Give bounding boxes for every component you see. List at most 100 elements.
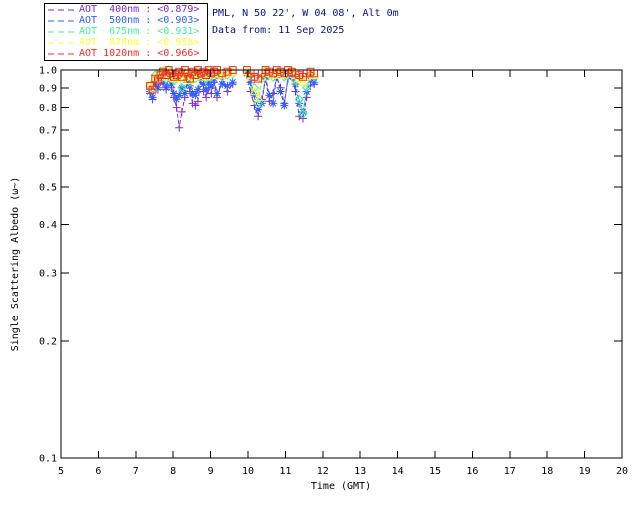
legend-line-sample bbox=[48, 53, 76, 55]
asterisk-marker bbox=[310, 78, 319, 87]
plus-marker bbox=[172, 103, 181, 112]
y-tick-label: 0.5 bbox=[39, 182, 57, 193]
plus-marker bbox=[291, 87, 300, 96]
legend-label: AOT 870nm : <0.958> bbox=[79, 36, 200, 48]
x-tick-label: 11 bbox=[279, 466, 291, 477]
diamond-marker bbox=[298, 109, 308, 119]
asterisk-marker bbox=[167, 80, 176, 89]
square-marker bbox=[228, 66, 237, 74]
square-marker bbox=[151, 74, 160, 83]
asterisk-marker bbox=[228, 78, 237, 87]
asterisk-marker bbox=[175, 91, 184, 100]
square-marker bbox=[202, 71, 211, 79]
plus-marker bbox=[175, 123, 184, 132]
square-marker bbox=[191, 71, 200, 79]
legend-box: AOT 400nm : <0.879> AOT 500nm : <0.903> AO… bbox=[44, 3, 208, 61]
asterisk-marker bbox=[188, 89, 197, 98]
header-block: PML, N 50 22', W 04 08', Alt 0m Data fro… bbox=[212, 5, 399, 39]
asterisk-marker bbox=[265, 91, 274, 100]
x-tick-label: 8 bbox=[170, 466, 176, 477]
legend-entry-aot-675nm: AOT 675nm : <0.931> bbox=[45, 25, 207, 37]
square-marker bbox=[295, 71, 304, 79]
square-marker bbox=[284, 66, 292, 74]
asterisk-marker bbox=[202, 85, 211, 94]
legend-line-sample bbox=[48, 42, 76, 44]
asterisk-marker bbox=[250, 91, 259, 100]
legend-label: AOT 675nm : <0.931> bbox=[79, 25, 200, 37]
square-marker bbox=[162, 71, 171, 79]
asterisk-marker bbox=[193, 85, 202, 94]
legend-line-sample bbox=[48, 31, 76, 33]
x-tick-label: 10 bbox=[242, 466, 254, 477]
square-marker bbox=[188, 67, 197, 76]
legend-entry-aot-870nm: AOT 870nm : <0.958> bbox=[45, 36, 207, 48]
square-marker bbox=[299, 73, 307, 81]
square-marker bbox=[204, 66, 213, 74]
plus-marker bbox=[269, 89, 278, 98]
y-tick-label: 0.4 bbox=[39, 220, 57, 231]
square-marker bbox=[261, 66, 270, 74]
legend-entry-aot-400nm: AOT 400nm : <0.879> bbox=[45, 5, 207, 15]
x-tick-label: 14 bbox=[392, 466, 404, 477]
square-marker bbox=[193, 66, 202, 74]
square-marker bbox=[146, 82, 154, 90]
asterisk-marker bbox=[169, 89, 178, 98]
square-marker bbox=[272, 66, 281, 74]
diamond-marker bbox=[177, 83, 187, 93]
asterisk-marker bbox=[172, 95, 181, 104]
square-marker bbox=[169, 73, 178, 81]
x-tick-label: 7 bbox=[133, 466, 139, 477]
legend-label: AOT 500nm : <0.903> bbox=[79, 15, 200, 27]
asterisk-marker bbox=[162, 83, 171, 92]
diamond-marker bbox=[301, 83, 312, 93]
y-axis-label: Single Scattering Albedo (ω~) bbox=[10, 177, 21, 352]
x-tick-label: 6 bbox=[95, 466, 101, 477]
x-tick-label: 15 bbox=[429, 466, 441, 477]
square-marker bbox=[254, 74, 263, 83]
triangle-marker bbox=[253, 92, 263, 102]
square-marker bbox=[153, 76, 162, 85]
asterisk-marker bbox=[223, 81, 232, 90]
legend-line-sample bbox=[48, 9, 76, 11]
square-marker bbox=[213, 66, 221, 74]
square-markers bbox=[242, 66, 319, 83]
square-marker bbox=[276, 67, 285, 76]
asterisk-marker bbox=[218, 80, 227, 89]
y-tick-label: 1.0 bbox=[39, 66, 57, 77]
chart-axes-layer bbox=[60, 69, 623, 459]
legend-entry-aot-1020nm: AOT 1020nm : <0.966> bbox=[45, 48, 207, 59]
asterisk-marker bbox=[148, 93, 157, 102]
x-tick-label: 13 bbox=[354, 466, 366, 477]
asterisk-marker bbox=[199, 80, 208, 89]
square-marker bbox=[265, 67, 274, 76]
diamond-marker bbox=[294, 94, 304, 105]
square-marker bbox=[250, 73, 259, 81]
y-tick-label: 0.7 bbox=[39, 126, 57, 137]
asterisk-marker bbox=[246, 78, 255, 87]
plus-marker bbox=[193, 97, 202, 106]
triangle-marker bbox=[249, 86, 260, 96]
asterisk-marker bbox=[180, 89, 189, 98]
x-tick-label: 20 bbox=[616, 466, 628, 477]
square-marker bbox=[180, 66, 189, 74]
data-from-line: Data from: 11 Sep 2025 bbox=[212, 25, 345, 36]
x-tick-label: 9 bbox=[208, 466, 214, 477]
diamond-marker bbox=[290, 75, 301, 86]
legend-label: AOT 400nm : <0.879> bbox=[79, 4, 200, 16]
y-tick-label: 0.9 bbox=[39, 83, 57, 94]
legend-entry-aot-500nm: AOT 500nm : <0.903> bbox=[45, 16, 207, 26]
square-marker bbox=[306, 67, 315, 76]
asterisk-marker bbox=[153, 83, 162, 92]
plus-marker bbox=[191, 101, 200, 110]
square-marker bbox=[287, 67, 296, 76]
square-marker bbox=[148, 85, 157, 94]
legend-line-sample bbox=[48, 20, 76, 22]
chart-series-layer bbox=[145, 64, 320, 132]
site-location-line: PML, N 50 22', W 04 08', Alt 0m bbox=[212, 8, 399, 19]
y-tick-label: 0.6 bbox=[39, 152, 57, 163]
asterisk-marker bbox=[276, 87, 285, 96]
x-tick-label: 16 bbox=[466, 466, 478, 477]
plot-border bbox=[60, 69, 623, 459]
